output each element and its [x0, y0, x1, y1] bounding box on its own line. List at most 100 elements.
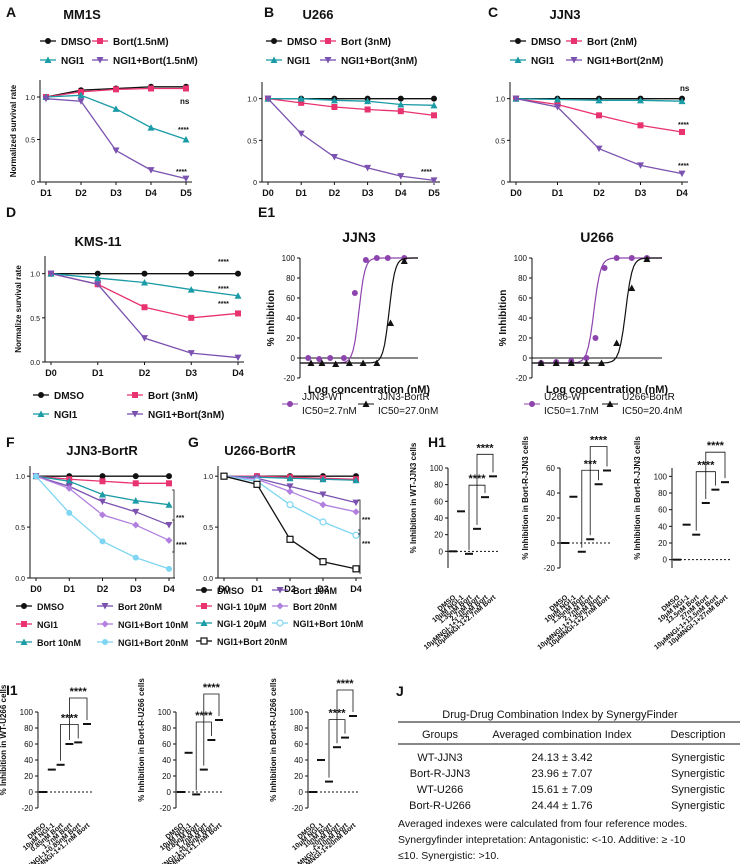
data-point-bort-2nm: [596, 112, 602, 119]
data-point-dmso: [397, 95, 404, 102]
x-tick-label: D3: [635, 188, 647, 198]
legend-label: U266-BortR: [622, 392, 675, 403]
legend-label: Bort 10nM: [37, 638, 81, 648]
data-point-ngi1-bort-2nm: [554, 104, 561, 111]
data-point-jjn3-wt: [340, 355, 347, 361]
data-point-bort-10nm: [352, 499, 360, 507]
legend-marker: [515, 38, 521, 44]
y-tick-label: 20: [286, 334, 295, 343]
data-point-u266-bortr: [537, 359, 545, 366]
y-tick-label: 80: [518, 274, 527, 283]
data-point-ngi1-bort-10nm: [352, 531, 360, 539]
data-point-ngi1: [595, 96, 603, 104]
data-point-ngi1-bort-10nm: [132, 521, 140, 529]
significance-label: ****: [707, 440, 725, 452]
data-point-jjn3-wt: [351, 290, 358, 296]
data-point-jjn3-bortr: [345, 359, 353, 366]
series-line-ngi1-bort-10nm: [35, 475, 170, 541]
chart-title: KMS-11: [75, 234, 122, 249]
legend-marker: [201, 603, 207, 609]
panel-letter: E1: [258, 204, 275, 220]
data-point-ngi1-bort-20nm: [166, 565, 172, 572]
panel-letter: D: [6, 204, 16, 220]
y-tick-label: 1.0: [247, 97, 257, 104]
data-point-ngi1-bort-10nm: [286, 501, 294, 509]
data-point-bort-10nm: [65, 477, 73, 485]
significance-bracket: [358, 529, 361, 574]
x-tick-label: D1: [295, 188, 307, 198]
data-point-ngi1-bort-3nm: [397, 173, 405, 180]
significance-bracket: [172, 519, 175, 578]
legend-label: NGI1+Bort 10nM: [118, 620, 188, 630]
y-tick-label: 40: [434, 514, 443, 523]
data-point-bort-3nm: [397, 108, 404, 115]
data-point-bort-10nm: [165, 501, 173, 508]
table-cell: Synergistic: [671, 752, 725, 764]
legend-marker: [37, 410, 45, 417]
data-point-jjn3-bortr: [373, 359, 381, 366]
significance-bracket: [589, 446, 608, 536]
panel-b: B U266 0 0.5 1.0 D0 D1 D2 D3 D4 D5 **** DMSO Bort (3n…: [247, 4, 440, 198]
data-point-ngi1: [132, 480, 139, 487]
data-point-bort-20nm: [132, 508, 140, 516]
data-point-u266-bortr: [567, 359, 575, 366]
y-tick-label: 1.0: [25, 95, 35, 102]
legend-marker: [97, 38, 103, 44]
y-tick-label: 60: [162, 740, 171, 749]
data-point-ngi1-bort-10nm: [99, 511, 106, 519]
y-tick-label: 20: [658, 539, 667, 548]
legend-marker: [21, 621, 27, 627]
data-point-jjn3-bortr: [359, 359, 367, 366]
legend-label: NGI-1 10μM: [217, 602, 267, 612]
legend-label: Bort 20nM: [293, 602, 337, 612]
significance-label: ****: [678, 163, 689, 170]
panel-i1: -20 0 20 40 60 80 100 % Inhibition in WT-U266 c…: [0, 684, 92, 864]
data-point-bort-2nm: [637, 122, 644, 129]
x-tick-label: D1: [92, 368, 104, 378]
significance-label: ****: [590, 435, 608, 447]
data-point-bort-10nm: [286, 483, 294, 490]
y-tick-label: 80: [658, 489, 667, 498]
y-tick-label: 0.5: [30, 316, 40, 323]
y-tick-label: 40: [658, 522, 667, 531]
significance-label: ****: [218, 259, 229, 266]
legend-label: NGI1+Bort(3nM): [341, 56, 417, 67]
x-tick-label: D3: [110, 188, 122, 198]
x-tick-label: D2: [593, 188, 605, 198]
legend-marker: [200, 637, 208, 645]
legend-label: U266-WT: [544, 392, 587, 403]
table-cell: WT-JJN3: [417, 752, 462, 764]
y-tick-label: 0: [299, 788, 304, 797]
y-tick-label: 100: [290, 708, 304, 717]
y-tick-label: 0: [253, 180, 257, 187]
x-tick-label: D2: [329, 188, 341, 198]
y-tick-label: 100: [20, 708, 34, 717]
y-tick-label: 80: [24, 724, 33, 733]
data-point-ngi1-bort-3nm: [234, 354, 242, 362]
panel-letter: G: [188, 434, 199, 450]
data-point-ngi1: [297, 95, 305, 102]
chart-title: MM1S: [63, 7, 101, 22]
legend-marker: [101, 620, 109, 628]
y-tick-label: 0.0: [203, 576, 213, 583]
panel-letter: A: [6, 4, 16, 20]
legend-marker: [21, 603, 27, 609]
data-point-bort-1-5nm: [113, 86, 119, 93]
y-tick-label: 0: [31, 180, 35, 187]
table-cell: Synergistic: [671, 768, 725, 780]
data-point-bort-1-5nm: [183, 85, 189, 92]
panel-d: D KMS-11 0.0 0.5 1.0 D0 D1 D2 D3 D4 Normalize surv…: [6, 204, 244, 421]
table-header: Groups: [422, 729, 459, 741]
data-point-bort-20nm: [319, 501, 327, 509]
y-tick-label: 40: [286, 314, 295, 323]
data-point-ngi1-bort-20nm: [33, 473, 39, 480]
data-point-bort-3nm: [235, 310, 241, 317]
y-tick-label: 100: [430, 464, 444, 473]
data-point-ngi-1-20-m: [352, 476, 360, 484]
y-tick-label: 0: [663, 556, 668, 565]
data-point-ngi1: [141, 279, 148, 286]
data-point-bort-2nm: [679, 129, 685, 135]
significance-label: ****: [178, 127, 189, 134]
legend-label: IC50=20.4nM: [622, 406, 682, 417]
y-tick-label: 80: [162, 724, 171, 733]
